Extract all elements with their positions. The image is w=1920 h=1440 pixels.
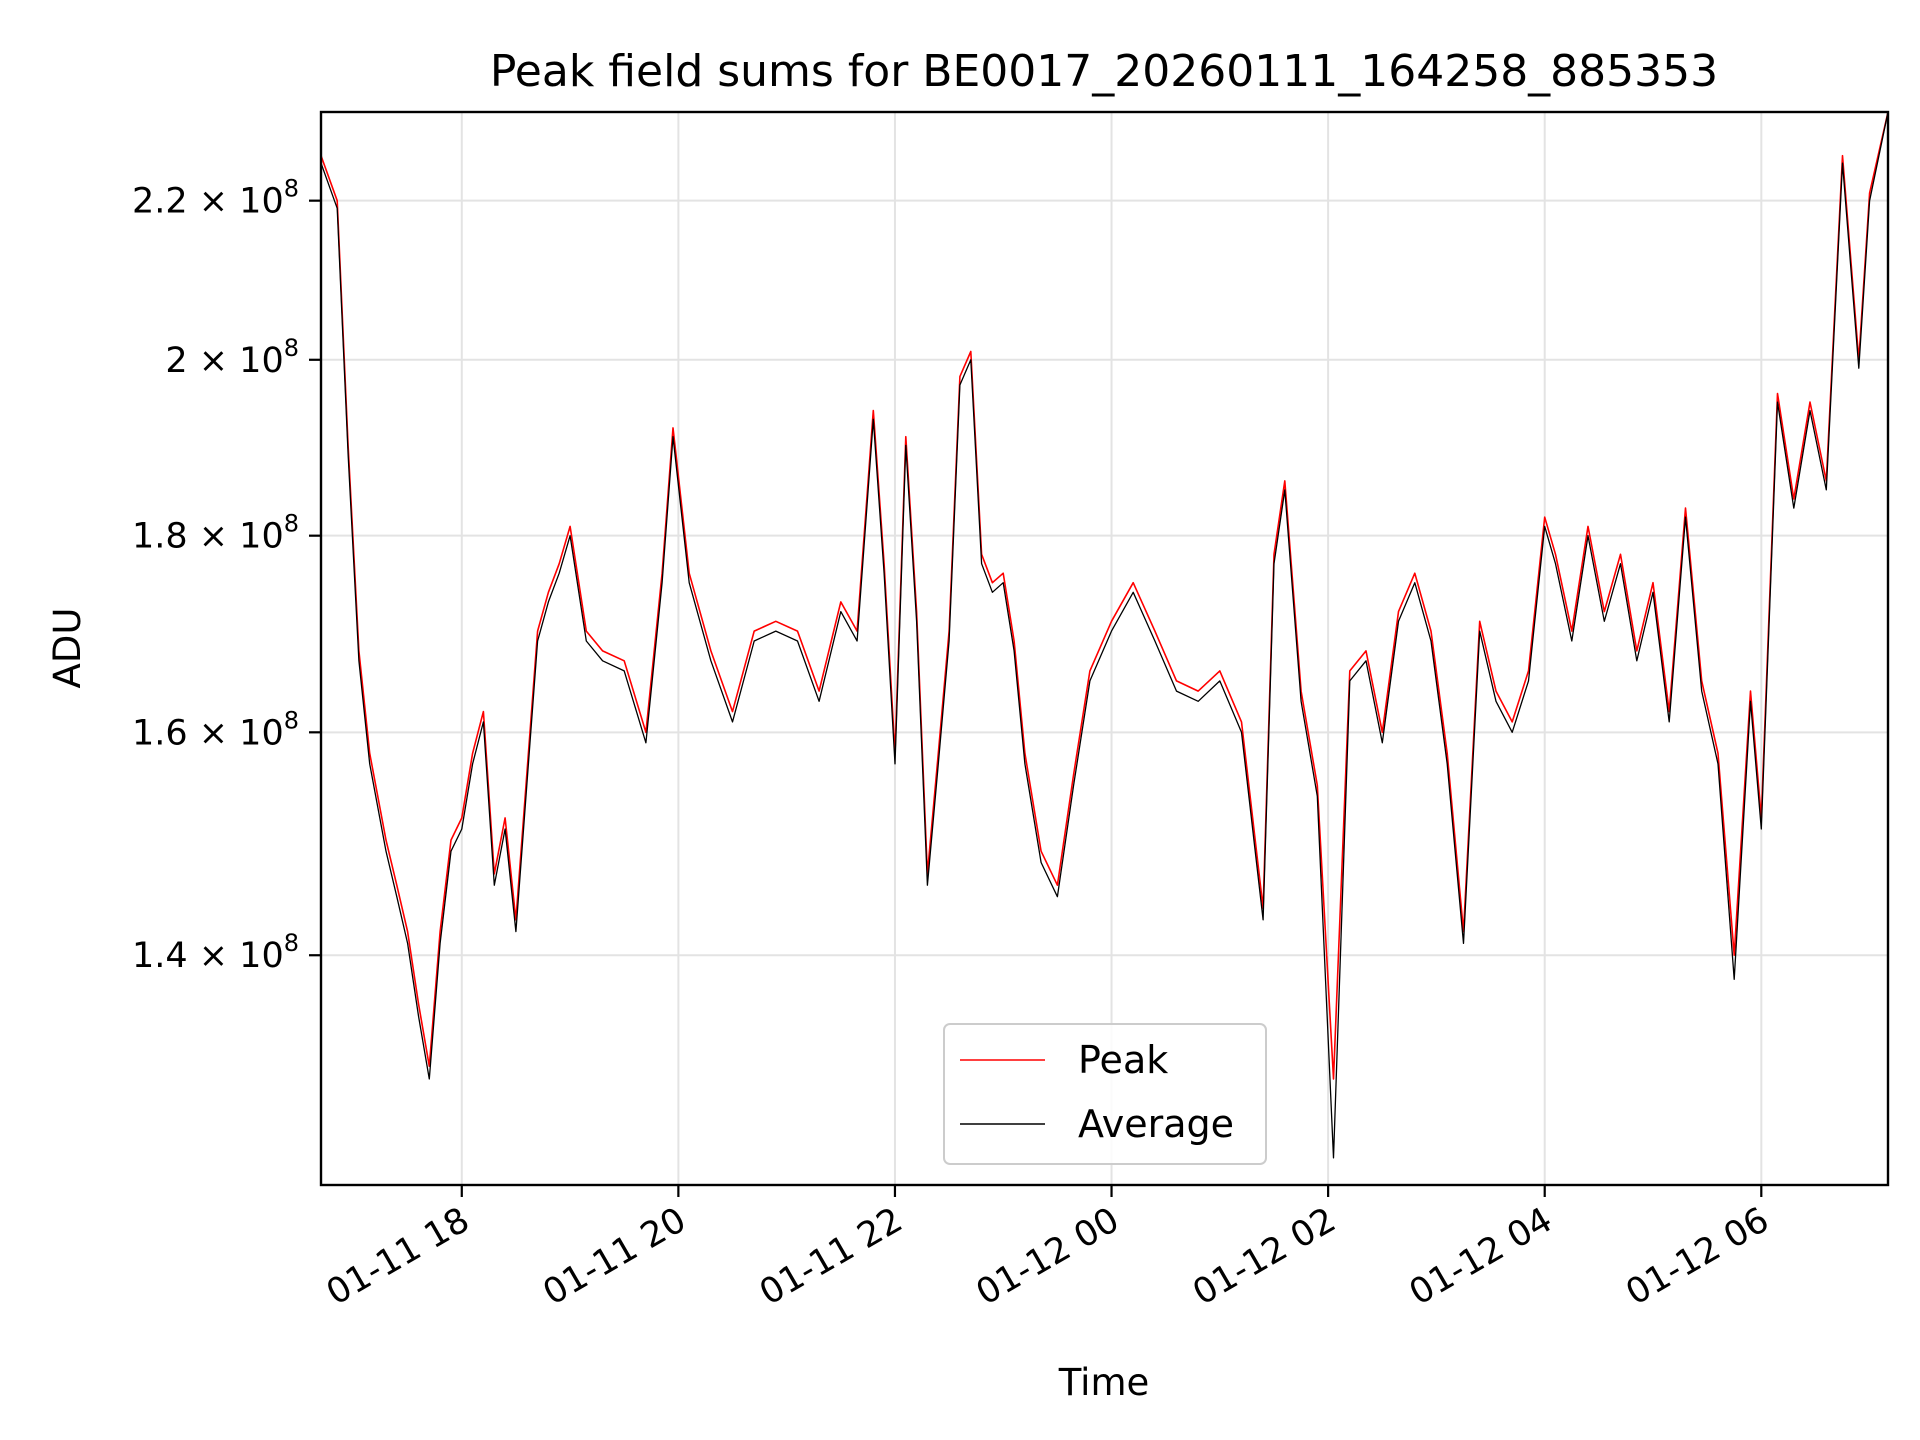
y-axis-label: ADU — [46, 608, 89, 689]
legend-box — [943, 1023, 1267, 1165]
chart-title: Peak field sums for BE0017_20260111_1642… — [490, 46, 1718, 97]
legend: Peak Average — [943, 1023, 1267, 1165]
y-tick-label: 1.8 × 108 — [132, 510, 299, 557]
x-axis-label: Time — [1058, 1361, 1150, 1404]
grid — [321, 112, 1888, 1185]
legend-label-peak: Peak — [1078, 1038, 1168, 1082]
y-tick-label: 2.2 × 108 — [132, 175, 299, 222]
y-tick-label: 2 × 108 — [165, 334, 299, 381]
series-line-peak — [321, 112, 1888, 1080]
y-tick-label: 1.4 × 108 — [132, 929, 299, 976]
series-line-average — [321, 112, 1888, 1159]
plot-frame — [319, 110, 1890, 1187]
legend-label-average: Average — [1078, 1102, 1234, 1146]
series-lines — [321, 112, 1888, 1159]
y-tick-label: 1.6 × 108 — [132, 706, 299, 753]
y-axis-ticks: 1.4 × 108 1.6 × 108 1.8 × 108 2 × 108 2.2 × … — [132, 175, 321, 976]
